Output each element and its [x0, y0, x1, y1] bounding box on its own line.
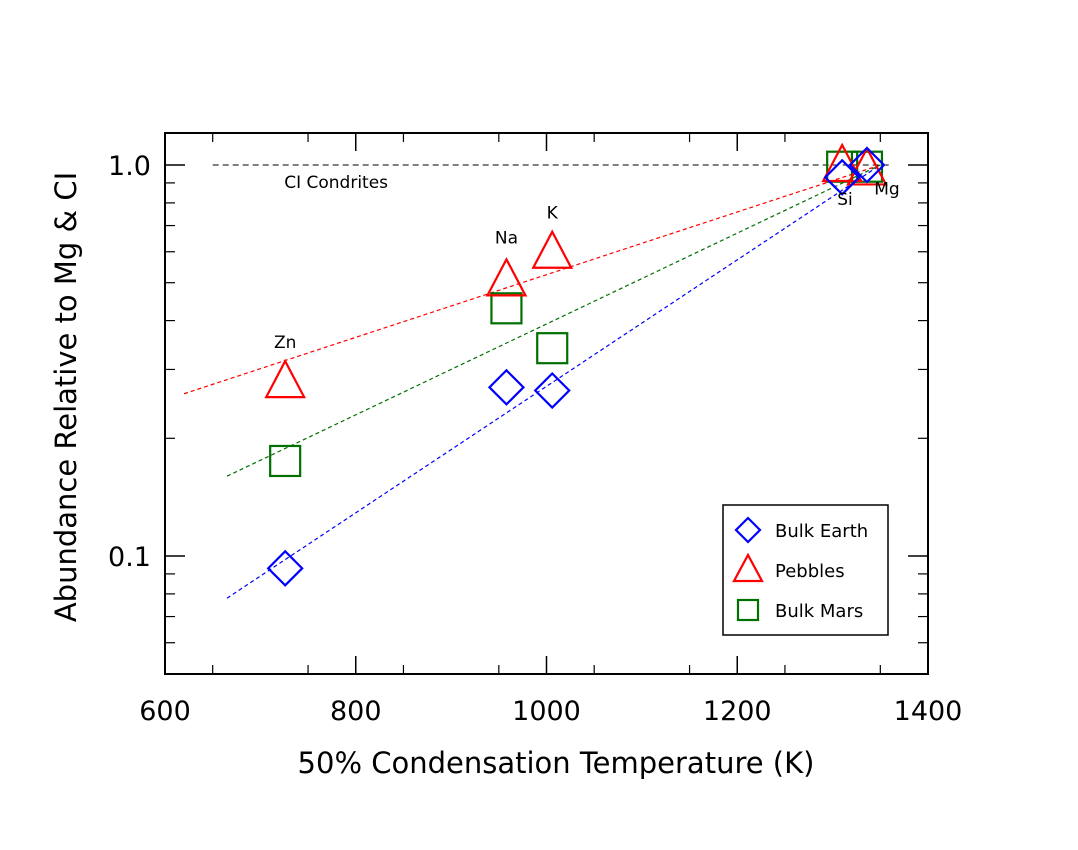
pebbles-point-k — [531, 229, 574, 269]
bulk-earth-point-na — [487, 368, 525, 406]
pebbles-point-zn — [264, 358, 306, 399]
legend-marker-pebbles — [732, 552, 764, 583]
fit-line-bulk-mars — [226, 164, 881, 477]
element-label-k: K — [547, 203, 559, 223]
pebbles-point-na — [485, 256, 528, 297]
axis-ticks: 600 800 1000 1200 1400 0.1 1.0 — [108, 133, 962, 727]
legend-label-bulk-earth: Bulk Earth — [775, 521, 868, 542]
bulk-mars-point-na — [490, 292, 523, 325]
legend: Bulk Earth Pebbles Bulk Mars — [722, 504, 889, 636]
fit-line-bulk-earth — [226, 164, 881, 599]
bulk-earth-point-mg — [848, 146, 886, 184]
y-axis-title: Abundance Relative to Mg & CI — [49, 172, 83, 622]
x-tick-label: 1200 — [703, 696, 772, 727]
element-label-na: Na — [495, 228, 518, 248]
x-tick-label: 1000 — [512, 696, 581, 727]
bulk-mars-point-zn — [269, 444, 302, 478]
legend-box — [722, 504, 889, 636]
ci-reference-label: CI Condrites — [284, 173, 388, 193]
x-tick-label: 600 — [139, 696, 191, 727]
y-tick-label: 0.1 — [108, 542, 151, 573]
legend-label-pebbles: Pebbles — [775, 561, 845, 582]
element-label-zn: Zn — [274, 333, 296, 353]
element-label-si: Si — [837, 190, 853, 210]
x-tick-label: 1400 — [894, 696, 963, 727]
legend-items: Bulk Earth Pebbles Bulk Mars — [732, 516, 868, 622]
x-tick-label: 800 — [330, 696, 382, 727]
x-axis-title: 50% Condensation Temperature (K) — [298, 746, 815, 780]
bulk-earth-point-zn — [266, 549, 304, 587]
data-points — [264, 142, 888, 587]
legend-marker-bulk-mars — [736, 598, 760, 622]
bulk-earth-point-k — [533, 371, 571, 410]
fit-lines — [183, 164, 881, 599]
bulk-earth-point-si — [823, 158, 861, 196]
y-tick-label: 1.0 — [108, 151, 151, 182]
pebbles-point-si — [821, 142, 863, 183]
pebbles-point-mg — [846, 146, 888, 186]
fit-line-pebbles — [183, 164, 881, 395]
legend-label-bulk-mars: Bulk Mars — [775, 601, 863, 622]
bulk-mars-point-k — [536, 332, 569, 365]
element-label-mg: Mg — [874, 180, 899, 200]
legend-marker-bulk-earth — [734, 516, 762, 544]
point-annotations: Zn Na K Si Mg — [274, 180, 900, 354]
reference-line-group: CI Condrites — [212, 164, 890, 193]
